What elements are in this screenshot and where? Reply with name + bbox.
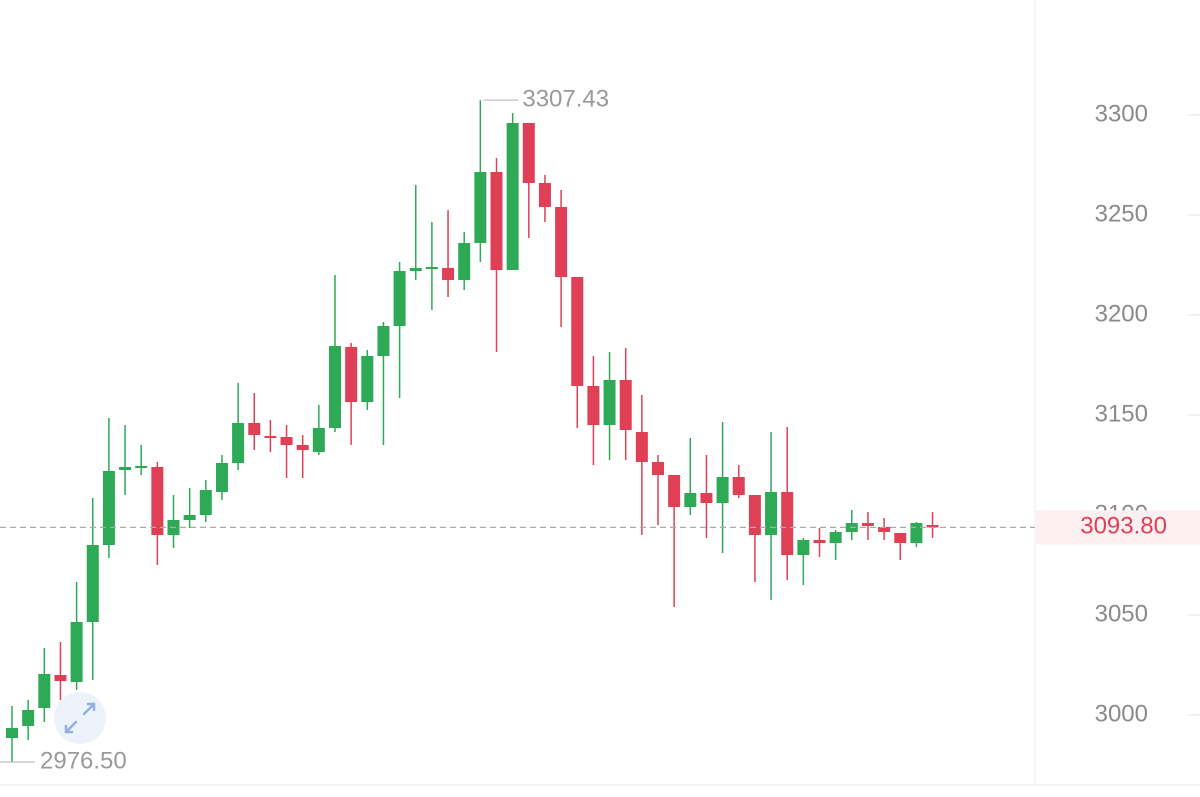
candle-body <box>183 515 196 520</box>
y-tick-label: 3000 <box>1095 700 1148 727</box>
candle-body <box>506 123 519 270</box>
y-tick-label: 3250 <box>1095 200 1148 227</box>
candle-body <box>409 268 422 271</box>
candle-body <box>425 267 438 269</box>
candle-body <box>264 436 277 438</box>
candle-body <box>329 346 341 428</box>
candle-body <box>668 475 681 507</box>
candle-body <box>926 525 939 528</box>
candle-body <box>538 183 551 207</box>
y-tick-label: 3150 <box>1095 400 1148 427</box>
y-tick-label: 3200 <box>1095 300 1148 327</box>
candle-body <box>345 347 358 402</box>
max-marker-label: 3307.43 <box>522 85 609 112</box>
candle-body <box>748 495 761 535</box>
candle-body <box>22 710 35 726</box>
candle-body <box>458 243 471 280</box>
candle-body <box>781 492 794 555</box>
candle-body <box>393 271 406 326</box>
candle-body <box>732 477 745 495</box>
candle-body <box>910 523 923 543</box>
candle-body <box>312 428 325 452</box>
candle-body <box>442 268 455 280</box>
candle-body <box>86 545 99 622</box>
candle-body <box>716 477 729 503</box>
candle-body <box>878 527 891 532</box>
candle-body <box>151 467 164 535</box>
candle-body <box>765 492 778 535</box>
candle-body <box>813 540 826 543</box>
y-tick-label: 3050 <box>1095 600 1148 627</box>
candle-body <box>619 380 632 430</box>
candle-body <box>603 380 616 425</box>
candle-body <box>894 533 907 543</box>
candle-body <box>797 540 810 555</box>
expand-arrows <box>64 702 96 734</box>
candle-body <box>377 326 390 356</box>
candle-body <box>135 466 148 468</box>
candle-body <box>38 674 51 708</box>
min-marker-label: 2976.50 <box>40 747 127 774</box>
candle-body <box>490 172 503 270</box>
expand-icon[interactable] <box>54 692 106 744</box>
candle-body <box>684 493 697 507</box>
candle-body <box>6 728 18 738</box>
candle-body <box>700 493 713 503</box>
candle-body <box>522 123 535 183</box>
candle-body <box>70 622 83 682</box>
candle-body <box>232 423 245 463</box>
candle-body <box>861 523 874 526</box>
candle-body <box>635 432 648 462</box>
candle-body <box>474 172 487 243</box>
last-price-label: 3093.80 <box>1080 513 1167 540</box>
last-price-box <box>1036 510 1200 545</box>
candle-body <box>829 532 842 543</box>
candle-body <box>280 437 293 445</box>
candle-body <box>54 675 67 681</box>
candle-body <box>102 471 115 545</box>
candle-body <box>652 462 664 475</box>
candle-body <box>587 386 600 425</box>
y-tick-label: 3300 <box>1095 100 1148 127</box>
candle-body <box>119 467 132 470</box>
candle-body <box>555 207 568 277</box>
candle-body <box>215 463 228 492</box>
candle-body <box>296 445 309 450</box>
candle-body <box>571 277 584 386</box>
expand-icon-bg <box>54 692 106 744</box>
candle-body <box>248 423 261 435</box>
candle-body <box>199 490 212 515</box>
candle-body <box>361 356 374 402</box>
